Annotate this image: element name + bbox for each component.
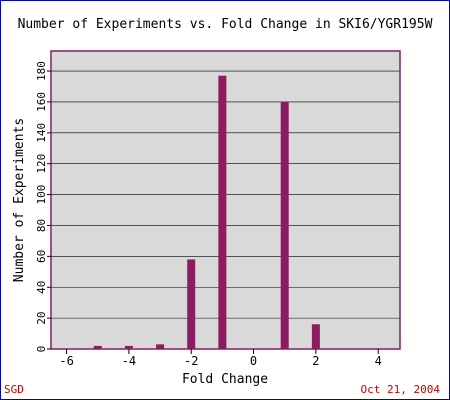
y-tick-label-20: 20 (35, 311, 48, 324)
y-tick-label-0: 0 (35, 346, 48, 353)
y-axis-label: Number of Experiments (12, 118, 27, 282)
y-tick-label-80: 80 (35, 219, 48, 232)
y-tick-label-60: 60 (35, 250, 48, 263)
bar-x--5 (93, 345, 102, 349)
y-tick-label-40: 40 (35, 281, 48, 294)
bar-x--3 (156, 344, 165, 349)
x-tick-label-4: 4 (375, 354, 382, 368)
x-tick-label--4: -4 (122, 354, 136, 368)
x-tick-label--2: -2 (184, 354, 198, 368)
bar-x-2 (311, 324, 320, 349)
chart-title: Number of Experiments vs. Fold Change in… (18, 17, 433, 32)
x-tick-label--6: -6 (59, 354, 73, 368)
y-tick-label-120: 120 (35, 154, 48, 174)
bar-x--4 (124, 345, 133, 349)
y-tick-label-180: 180 (35, 61, 48, 81)
footer-source: SGD (4, 383, 24, 396)
x-axis-label: Fold Change (182, 372, 268, 387)
plot-border (50, 50, 401, 350)
y-tick-label-100: 100 (35, 185, 48, 205)
y-tick-label-140: 140 (35, 123, 48, 143)
y-tick-label-160: 160 (35, 92, 48, 112)
bar-x-1 (280, 101, 289, 349)
bar-x--2 (187, 259, 196, 349)
x-tick-label-0: 0 (250, 354, 257, 368)
bar-x--1 (218, 75, 227, 350)
x-tick-label-2: 2 (312, 354, 319, 368)
footer-date: Oct 21, 2004 (360, 383, 440, 396)
